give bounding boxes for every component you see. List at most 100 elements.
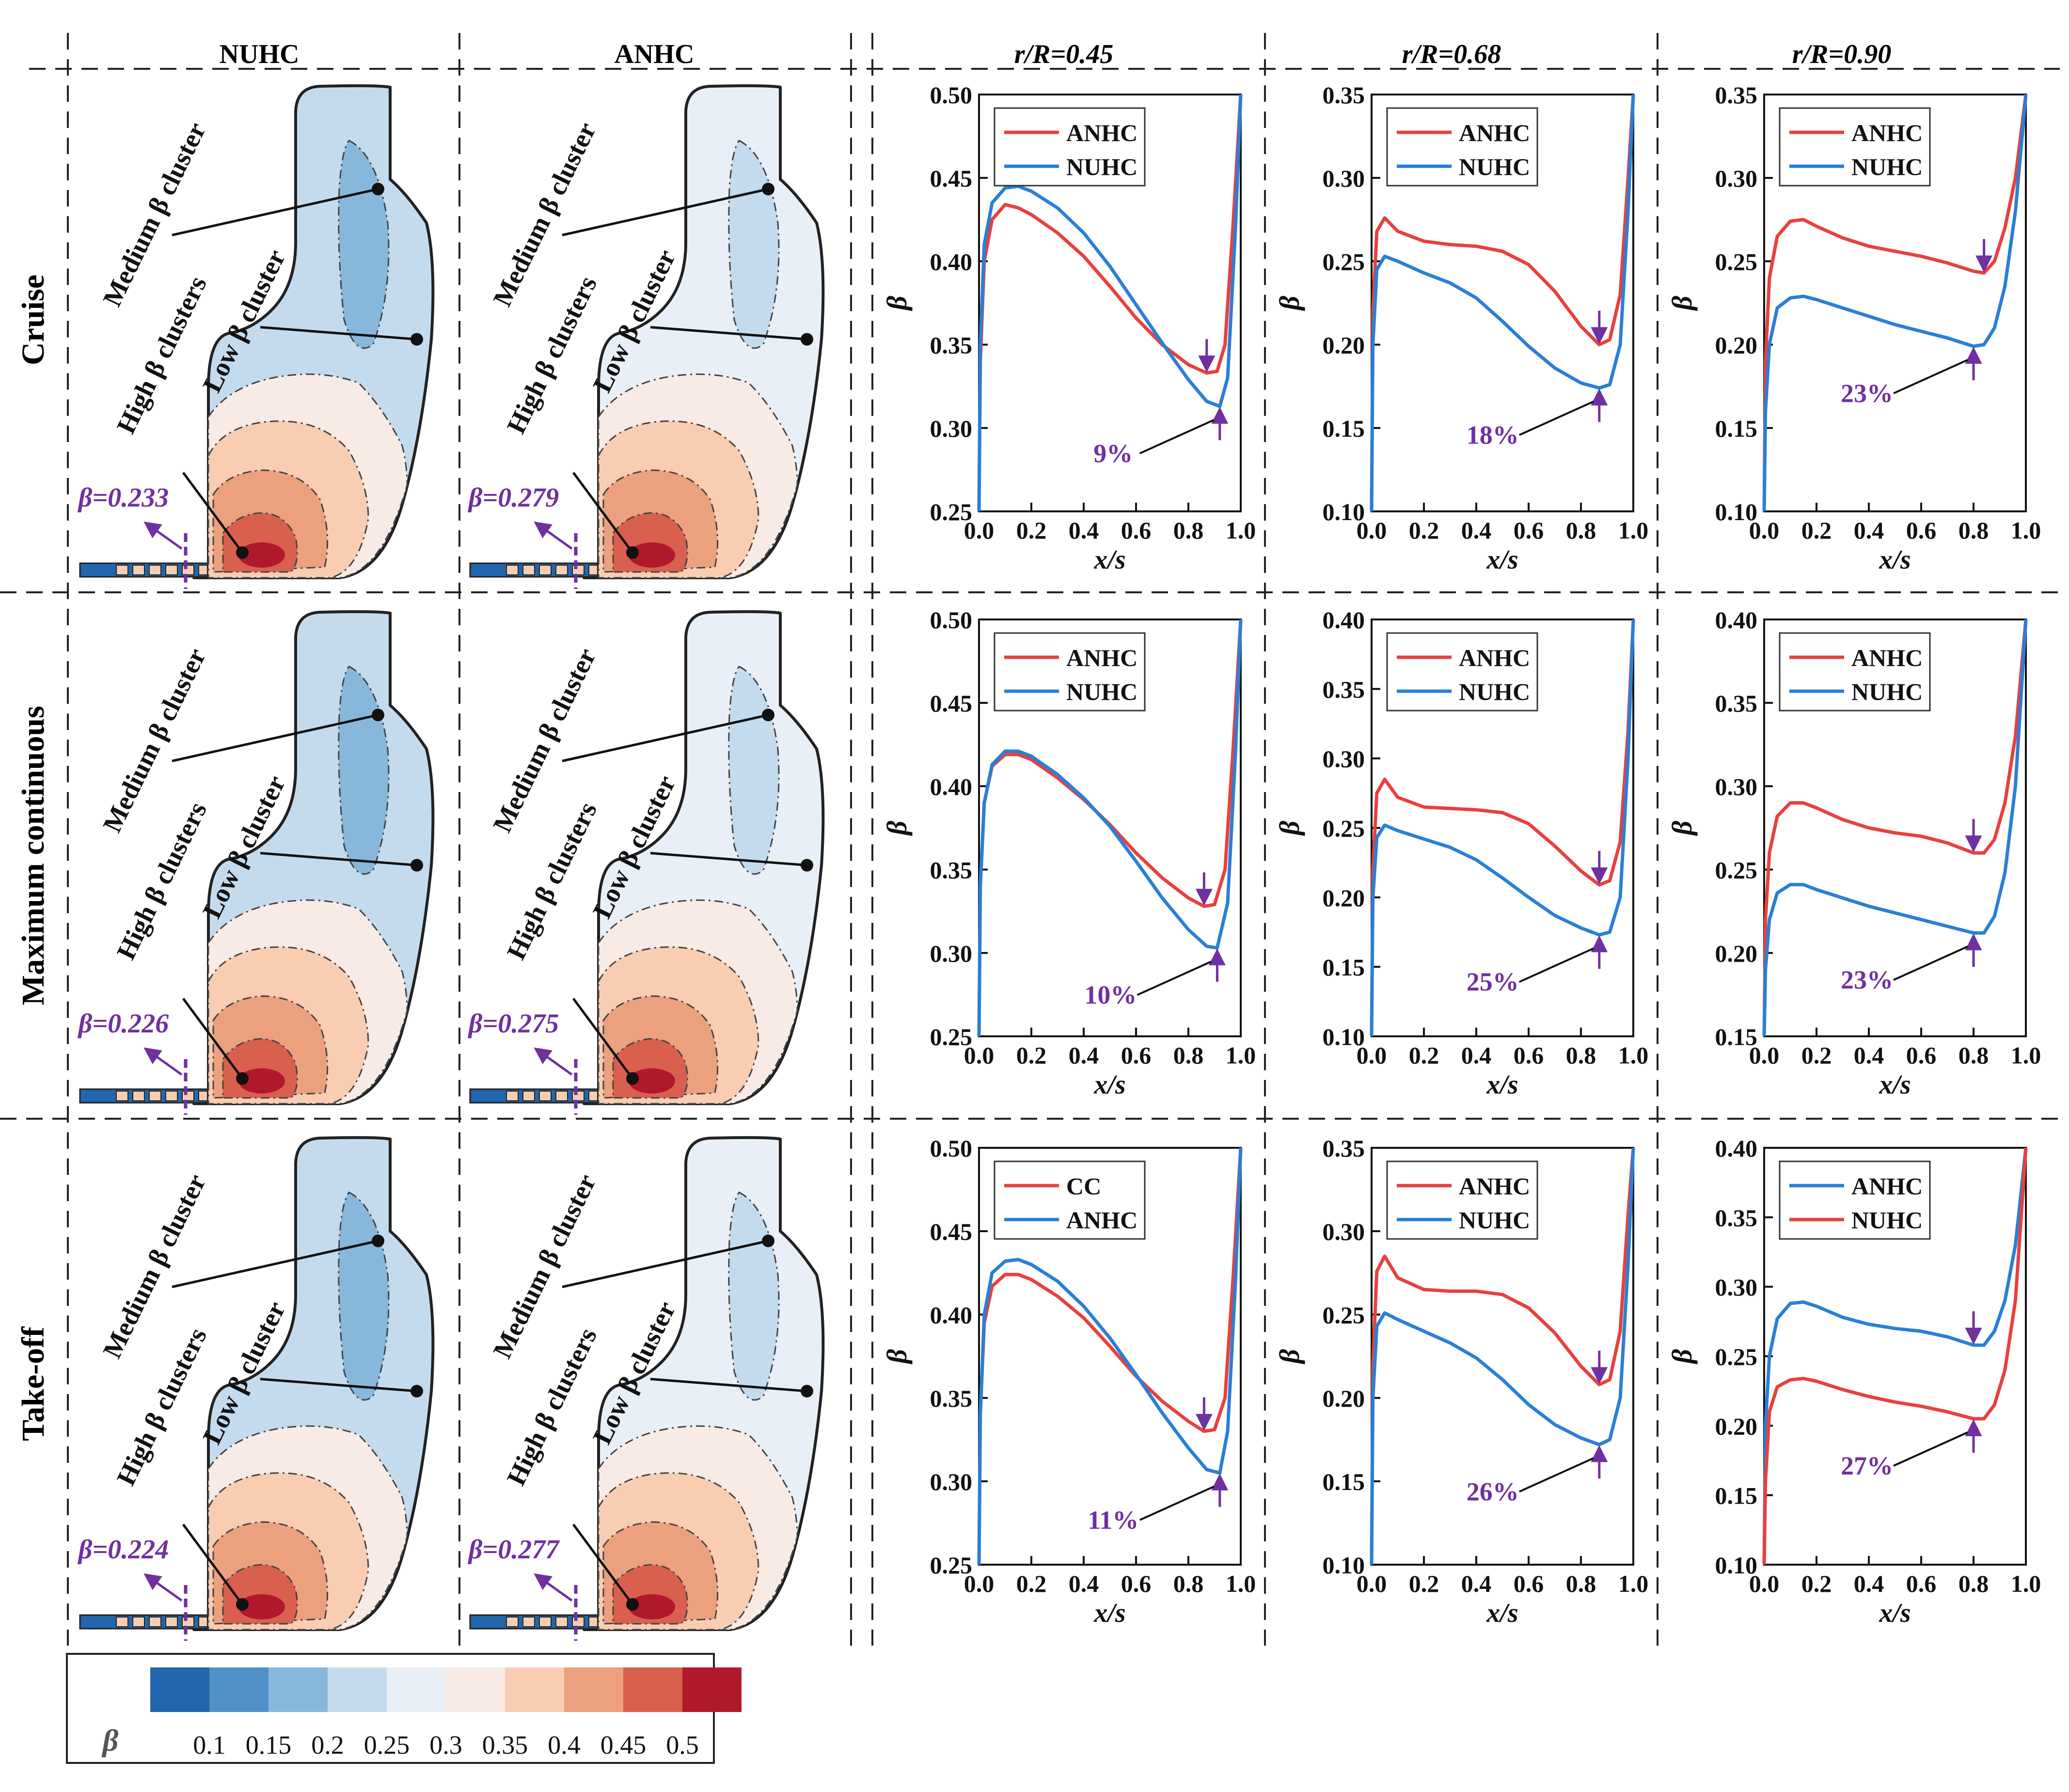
nozzle-slot: [132, 565, 145, 575]
nozzle-slot: [149, 565, 161, 575]
x-tick-label: 0.2: [1409, 1042, 1439, 1069]
y-tick-label: 0.35: [930, 332, 973, 359]
series-line-nuhc: [1370, 1147, 1635, 1565]
x-tick-label: 0.4: [1461, 1570, 1492, 1597]
legend-label: NUHC: [1066, 678, 1137, 705]
leader-dot: [372, 1235, 384, 1247]
col-header-r045: r/R=0.45: [1014, 39, 1114, 69]
nozzle-slot: [555, 1091, 568, 1101]
legend-label: NUHC: [1851, 678, 1923, 705]
y-axis-label: β: [1666, 296, 1698, 311]
colorbar-swatch: [387, 1667, 446, 1712]
x-axis-label: x/s: [1093, 1598, 1125, 1628]
y-axis-label: β: [1274, 296, 1305, 311]
x-tick-label: 0.2: [1016, 1570, 1047, 1597]
nozzle-slot: [555, 565, 568, 575]
leader-dot: [626, 1598, 639, 1611]
colorbar-swatch: [446, 1667, 505, 1712]
legend-label: ANHC: [1066, 1206, 1137, 1234]
series-line-nuhc: [977, 94, 1243, 512]
colorbar-swatch: [268, 1667, 328, 1712]
leader-line: [572, 472, 634, 554]
contour-zone-core: [629, 1068, 675, 1094]
y-tick-label: 0.40: [1323, 606, 1365, 634]
legend-label: NUHC: [1459, 1206, 1530, 1234]
chart-panel: 0.25 0.30 0.35 0.40 0.45 0.50 0.0 0.2 0.4 0.6 0.8 1…: [881, 606, 1256, 1100]
y-tick-label: 0.30: [930, 415, 973, 442]
y-tick-label: 0.25: [930, 498, 973, 525]
series-line-anhc: [977, 94, 1243, 512]
x-tick-label: 1.0: [1618, 517, 1649, 544]
reduction-annotation: 23%: [1841, 966, 1893, 995]
x-tick-label: 0.6: [1121, 517, 1152, 544]
y-tick-label: 0.15: [1323, 954, 1365, 981]
annotation-leader: [1518, 400, 1594, 436]
y-tick-label: 0.10: [1323, 1023, 1365, 1050]
y-tick-label: 0.30: [1323, 1218, 1365, 1245]
reduction-annotation: 27%: [1841, 1451, 1893, 1480]
row-label-max-continuous: Maximum continuous: [16, 706, 51, 1005]
legend-box: [1386, 632, 1538, 712]
leader-line: [182, 1523, 244, 1605]
leader-line: [260, 852, 417, 867]
line-charts: 0.25 0.30 0.35 0.40 0.45 0.50 0.0 0.2 0.4 0.6 0.8 1…: [881, 81, 2041, 1628]
annotation-leader: [1139, 419, 1215, 455]
chart-panel: 0.10 0.15 0.20 0.25 0.30 0.35 0.40 0.0 0.2 0.4 0.6…: [1666, 1135, 2041, 1628]
contour-zone-core: [238, 1594, 285, 1619]
y-tick-label: 0.10: [1715, 1552, 1758, 1579]
legend: ANHC NUHC: [1779, 632, 1931, 712]
annotation-leader: [1893, 945, 1968, 981]
x-tick-label: 0.8: [1173, 517, 1204, 544]
annotation-leader: [1518, 1457, 1594, 1493]
y-tick-label: 0.45: [930, 1218, 973, 1245]
colorbar-symbol: β: [102, 1723, 119, 1758]
x-tick-label: 0.0: [1357, 1042, 1387, 1069]
series-line-anhc: [1762, 94, 2028, 512]
leader-line: [562, 188, 769, 237]
y-tick-label: 0.20: [1715, 940, 1758, 967]
leader-dot: [411, 859, 423, 872]
y-tick-label: 0.15: [1715, 1482, 1758, 1509]
beta-value-label: β=0.277: [468, 1535, 560, 1565]
y-tick-label: 0.25: [1715, 248, 1758, 275]
nozzle-slot: [506, 1617, 519, 1627]
y-axis-label: β: [1666, 821, 1698, 836]
beta-value-label: β=0.233: [78, 483, 169, 513]
plot-frame: [978, 1147, 1242, 1566]
series-line-nuhc: [1370, 94, 1635, 512]
reduction-annotation: 23%: [1841, 379, 1893, 408]
x-tick-label: 0.0: [1357, 1570, 1387, 1597]
reduction-annotation: 10%: [1084, 981, 1137, 1010]
y-tick-label: 0.30: [930, 940, 973, 967]
colorbar-tick: 0.2: [311, 1730, 344, 1760]
series-line-anhc: [1762, 619, 2028, 1037]
leader-dot: [801, 333, 813, 346]
legend-label: ANHC: [1459, 1173, 1530, 1200]
leader-dot: [762, 183, 774, 195]
nozzle-slot: [132, 1617, 145, 1627]
chart-panel: 0.10 0.15 0.20 0.25 0.30 0.35 0.0 0.2 0.4 0.6 0.8 1…: [1666, 81, 2041, 575]
nozzle-slot: [522, 1091, 535, 1101]
chart-panel: 0.25 0.30 0.35 0.40 0.45 0.50 0.0 0.2 0.4 0.6 0.8 1…: [881, 81, 1256, 575]
legend-box: [994, 632, 1146, 712]
y-tick-label: 0.30: [1323, 165, 1365, 192]
y-tick-label: 0.40: [1715, 606, 1758, 634]
reduction-annotation: 26%: [1467, 1477, 1519, 1506]
legend-label: ANHC: [1066, 644, 1137, 671]
leader-line: [650, 326, 807, 341]
y-axis-label: β: [881, 1349, 913, 1364]
legend-label: ANHC: [1851, 119, 1923, 146]
nozzle-slot: [149, 1091, 161, 1101]
legend: ANHC NUHC: [1386, 1160, 1538, 1240]
y-tick-label: 0.30: [1715, 165, 1758, 192]
leader-dot: [236, 1598, 249, 1611]
x-tick-label: 1.0: [1618, 1042, 1649, 1069]
y-tick-label: 0.45: [930, 690, 973, 717]
x-tick-label: 0.8: [1958, 1042, 1989, 1069]
series-line-nuhc: [977, 619, 1243, 1037]
x-tick-label: 0.2: [1016, 517, 1047, 544]
series-line-nuhc: [1370, 619, 1635, 1037]
